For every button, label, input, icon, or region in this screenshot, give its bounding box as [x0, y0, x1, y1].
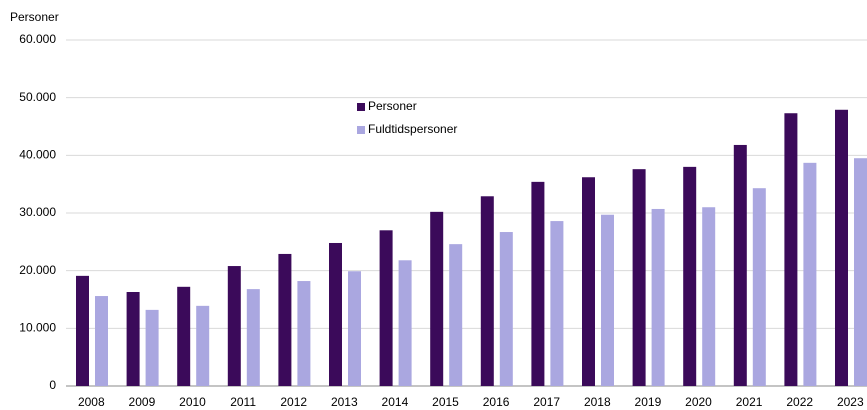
bar — [278, 253, 292, 386]
bar — [177, 286, 191, 386]
legend-label: Personer — [368, 99, 417, 113]
bar — [227, 266, 241, 386]
bar — [95, 296, 108, 386]
bar — [246, 289, 260, 386]
y-tick-label: 0 — [49, 378, 56, 392]
x-tick-label: 2012 — [280, 395, 307, 409]
x-tick-label: 2023 — [837, 395, 864, 409]
x-tick-label: 2015 — [432, 395, 459, 409]
bar — [379, 230, 393, 386]
x-tick-label: 2008 — [78, 395, 105, 409]
y-tick-label: 60.000 — [19, 32, 56, 46]
bar — [297, 281, 311, 386]
y-tick-label: 40.000 — [19, 148, 56, 162]
x-tick-label: 2013 — [331, 395, 358, 409]
legend-swatch — [357, 126, 365, 134]
bar — [449, 244, 463, 386]
bar — [348, 271, 361, 386]
y-tick-label: 20.000 — [19, 263, 56, 277]
bar — [601, 214, 614, 386]
x-tick-label: 2010 — [179, 395, 206, 409]
bar — [854, 158, 867, 386]
bar — [531, 181, 545, 386]
x-tick-label: 2022 — [786, 395, 813, 409]
x-tick-label: 2016 — [483, 395, 510, 409]
bar — [702, 207, 716, 386]
x-tick-label: 2017 — [533, 395, 560, 409]
bar — [835, 109, 848, 386]
bar — [499, 232, 513, 386]
y-tick-label: 10.000 — [19, 321, 56, 335]
bar — [196, 305, 210, 386]
bar — [582, 177, 595, 386]
bar — [430, 211, 444, 386]
bar — [651, 208, 665, 386]
bar — [733, 144, 747, 386]
bar — [126, 292, 140, 386]
x-tick-label: 2021 — [736, 395, 763, 409]
bar — [752, 188, 766, 386]
bar — [632, 169, 646, 386]
x-tick-label: 2014 — [382, 395, 409, 409]
bar — [76, 275, 89, 386]
legend-label: Fuldtidspersoner — [368, 122, 457, 136]
bar — [480, 196, 494, 386]
y-axis-label: Personer — [10, 10, 59, 24]
bar — [803, 162, 817, 386]
legend-swatch — [357, 103, 365, 111]
x-tick-label: 2011 — [230, 395, 256, 409]
x-tick-label: 2018 — [584, 395, 611, 409]
bar — [550, 221, 564, 386]
x-tick-label: 2020 — [685, 395, 712, 409]
bar — [145, 309, 159, 386]
x-tick-label: 2009 — [129, 395, 156, 409]
y-tick-label: 30.000 — [19, 205, 56, 219]
y-tick-label: 50.000 — [19, 90, 56, 104]
bar — [683, 166, 697, 386]
x-tick-label: 2019 — [635, 395, 662, 409]
bar — [398, 260, 412, 386]
bar — [329, 242, 342, 386]
bar — [784, 113, 798, 386]
